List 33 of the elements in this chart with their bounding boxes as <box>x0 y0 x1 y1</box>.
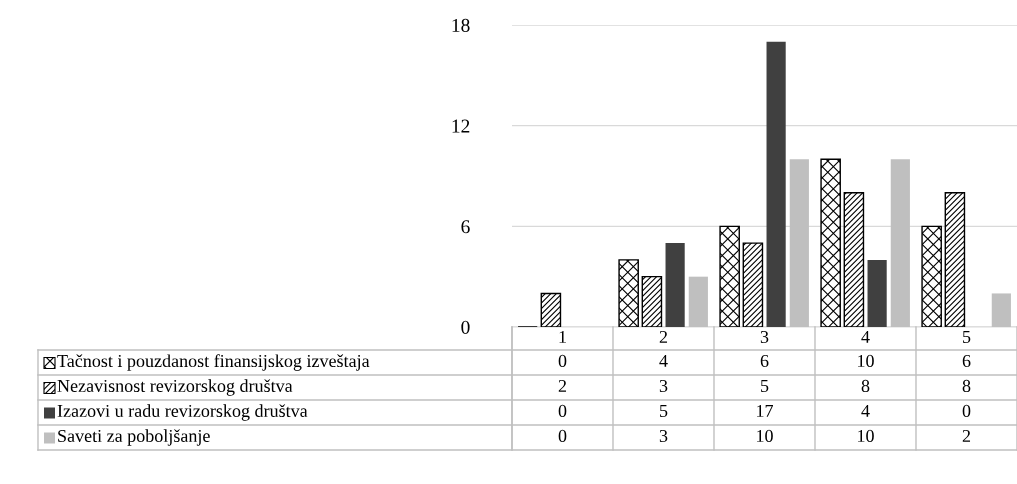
data-label: 8 <box>861 379 870 393</box>
data-label: 0 <box>558 354 567 368</box>
data-label: 5 <box>660 405 668 418</box>
data-label: 3 <box>659 429 668 443</box>
data-label: 6 <box>760 354 769 368</box>
data-label: 10 <box>858 354 874 368</box>
legend-label: Izazovi u radu revizorskog društva <box>57 404 308 421</box>
data-label: 8 <box>962 379 971 393</box>
data-label: 0 <box>962 404 971 418</box>
data-label: 6 <box>962 354 971 368</box>
legend-label: Nezavisnost revizorskog društva <box>57 379 293 396</box>
data-label: 4 <box>861 404 870 417</box>
x-tick-label: 2 <box>659 330 668 343</box>
legend-label: Tačnost i pouzdanost finansijskog izveštaja <box>57 354 370 371</box>
data-label: 3 <box>659 379 668 393</box>
data-label: 0 <box>558 429 567 443</box>
data-label: 2 <box>962 429 971 442</box>
y-tick-label: 18 <box>452 18 470 32</box>
data-label: 5 <box>761 380 769 393</box>
data-label: 2 <box>558 379 567 392</box>
x-tick-label: 4 <box>861 330 870 343</box>
data-label: 10 <box>858 429 874 443</box>
data-label: 10 <box>757 429 773 443</box>
y-tick-label: 0 <box>461 320 470 334</box>
legend-label: Saveti za poboljšanje <box>58 429 210 446</box>
y-tick-label: 12 <box>452 119 470 133</box>
x-tick-label: 3 <box>760 330 769 344</box>
data-label: 0 <box>558 404 567 418</box>
x-tick-label: 5 <box>963 331 971 344</box>
data-label: 17 <box>757 404 774 417</box>
y-tick-label: 6 <box>461 220 470 234</box>
x-tick-label: 1 <box>559 330 566 343</box>
data-label: 4 <box>659 354 668 367</box>
